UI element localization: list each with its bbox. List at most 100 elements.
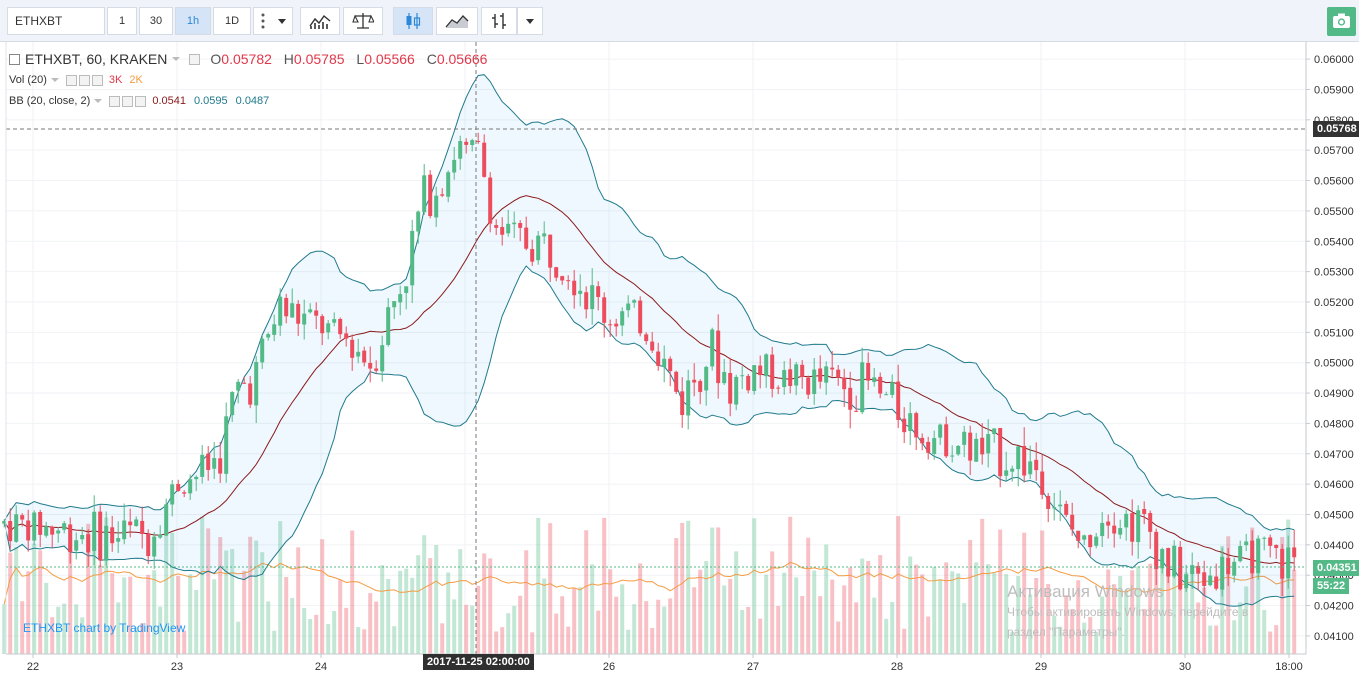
candle-body [872,377,877,383]
bars-style-button[interactable] [481,7,517,35]
volume-bar [620,584,625,654]
volume-eye-icon[interactable] [65,74,77,86]
compare-button[interactable] [343,7,383,35]
candle-body [1106,521,1111,526]
candle-body [566,280,571,282]
candle-body [1142,508,1147,515]
candle-body [992,428,997,435]
bollinger-lower-line [3,265,1295,607]
price-chart[interactable]: 0.060000.059000.058000.057000.056000.055… [0,42,1359,676]
volume-bar [1022,532,1027,654]
interval-1h-button[interactable]: 1h [175,7,211,35]
candle-body [704,366,709,391]
candle-body [38,511,43,535]
volume-bar [1088,616,1093,654]
volume-bar [764,574,769,654]
volume-bar [1208,625,1213,654]
candle-body [1202,572,1207,586]
volume-bar [398,570,403,654]
bollinger-menu-chevron-icon[interactable] [93,97,103,105]
candle-body [698,381,703,392]
candle-body [518,223,523,228]
price-tick-label: 0.04400 [1314,540,1354,552]
candle-body [674,371,679,392]
tradingview-watermark-link[interactable]: ETHXBT chart by TradingView [23,621,186,635]
candle-body [1124,513,1129,528]
volume-bar [68,537,73,654]
candle-body [254,362,259,406]
volume-bar [686,520,691,654]
candle-body [860,362,865,413]
bollinger-eye-icon[interactable] [109,95,121,107]
price-axis[interactable]: 0.060000.059000.058000.057000.056000.055… [1306,54,1354,643]
volume-bar [74,604,79,654]
volume-bar [266,601,271,654]
volume-close-icon[interactable] [91,74,103,86]
candle-body [440,194,445,196]
candle-body [1064,503,1069,515]
candle-body [368,362,373,369]
candle-body [578,290,583,294]
bollinger-settings-icon[interactable] [122,95,134,107]
volume-bar [1028,594,1033,654]
volume-bar [770,551,775,654]
volume-bar [1154,540,1159,654]
candle-body [464,141,469,145]
series-menu-chevron-icon[interactable] [171,55,181,63]
windows-activation-notice: Активация Windows Чтобы активировать Win… [1007,582,1248,642]
chart-area[interactable]: 0.060000.059000.058000.057000.056000.055… [0,42,1359,676]
interval-30-button[interactable]: 30 [139,7,173,35]
candle-body [110,527,115,544]
time-tick-label: 24 [315,661,327,673]
candle-body [20,515,25,520]
time-tick-label: 29 [1035,661,1047,673]
candle-body [176,483,181,491]
candle-body [716,330,721,384]
volume-bar [824,544,829,654]
candle-body [572,280,577,296]
volume-bar [1244,586,1249,654]
candle-body [908,413,913,431]
volume-bar [374,601,379,654]
collapse-icon[interactable] [9,53,20,65]
candle-body [890,382,895,395]
volume-bar [1124,590,1129,654]
series-settings-icon[interactable] [189,53,201,65]
candles-style-button[interactable] [393,7,433,35]
candle-body [1160,549,1165,569]
chart-style-dropdown[interactable] [517,7,543,35]
volume-bar [794,577,799,654]
candle-body [644,334,649,342]
volume-bar [950,571,955,654]
candle-body [482,142,487,177]
interval-1d-button[interactable]: 1D [213,7,251,35]
volume-bar [410,577,415,654]
volume-menu-chevron-icon[interactable] [50,76,60,84]
bollinger-close-icon[interactable] [135,95,147,107]
volume-settings-icon[interactable] [78,74,90,86]
candle-body [902,418,907,433]
candle-body [278,296,283,326]
volume-bar [680,522,685,654]
candle-body [728,372,733,404]
candle-body [656,351,661,366]
activation-line-3: раздел "Параметры". [1007,625,1125,639]
candle-body [530,249,535,262]
area-style-button[interactable] [436,7,478,35]
time-axis[interactable]: 22232425262728293018:00 [27,654,1303,673]
candle-body [170,484,175,505]
interval-more-dropdown[interactable] [253,7,293,35]
close-label: C [426,51,437,67]
volume-bar [470,605,475,654]
crosshair-time-label: 2017-11-25 02:00:00 [423,654,534,670]
symbol-search-input[interactable]: ETHXBT [7,7,105,35]
candle-body [1058,504,1063,507]
snapshot-button[interactable] [1327,7,1356,36]
interval-1-button[interactable]: 1 [107,7,137,35]
volume-bar [674,538,679,654]
volume-bar [362,629,367,654]
time-tick-label: 27 [747,661,759,673]
volume-bar [596,610,601,654]
candle-body [722,371,727,384]
indicators-button[interactable] [300,7,340,35]
